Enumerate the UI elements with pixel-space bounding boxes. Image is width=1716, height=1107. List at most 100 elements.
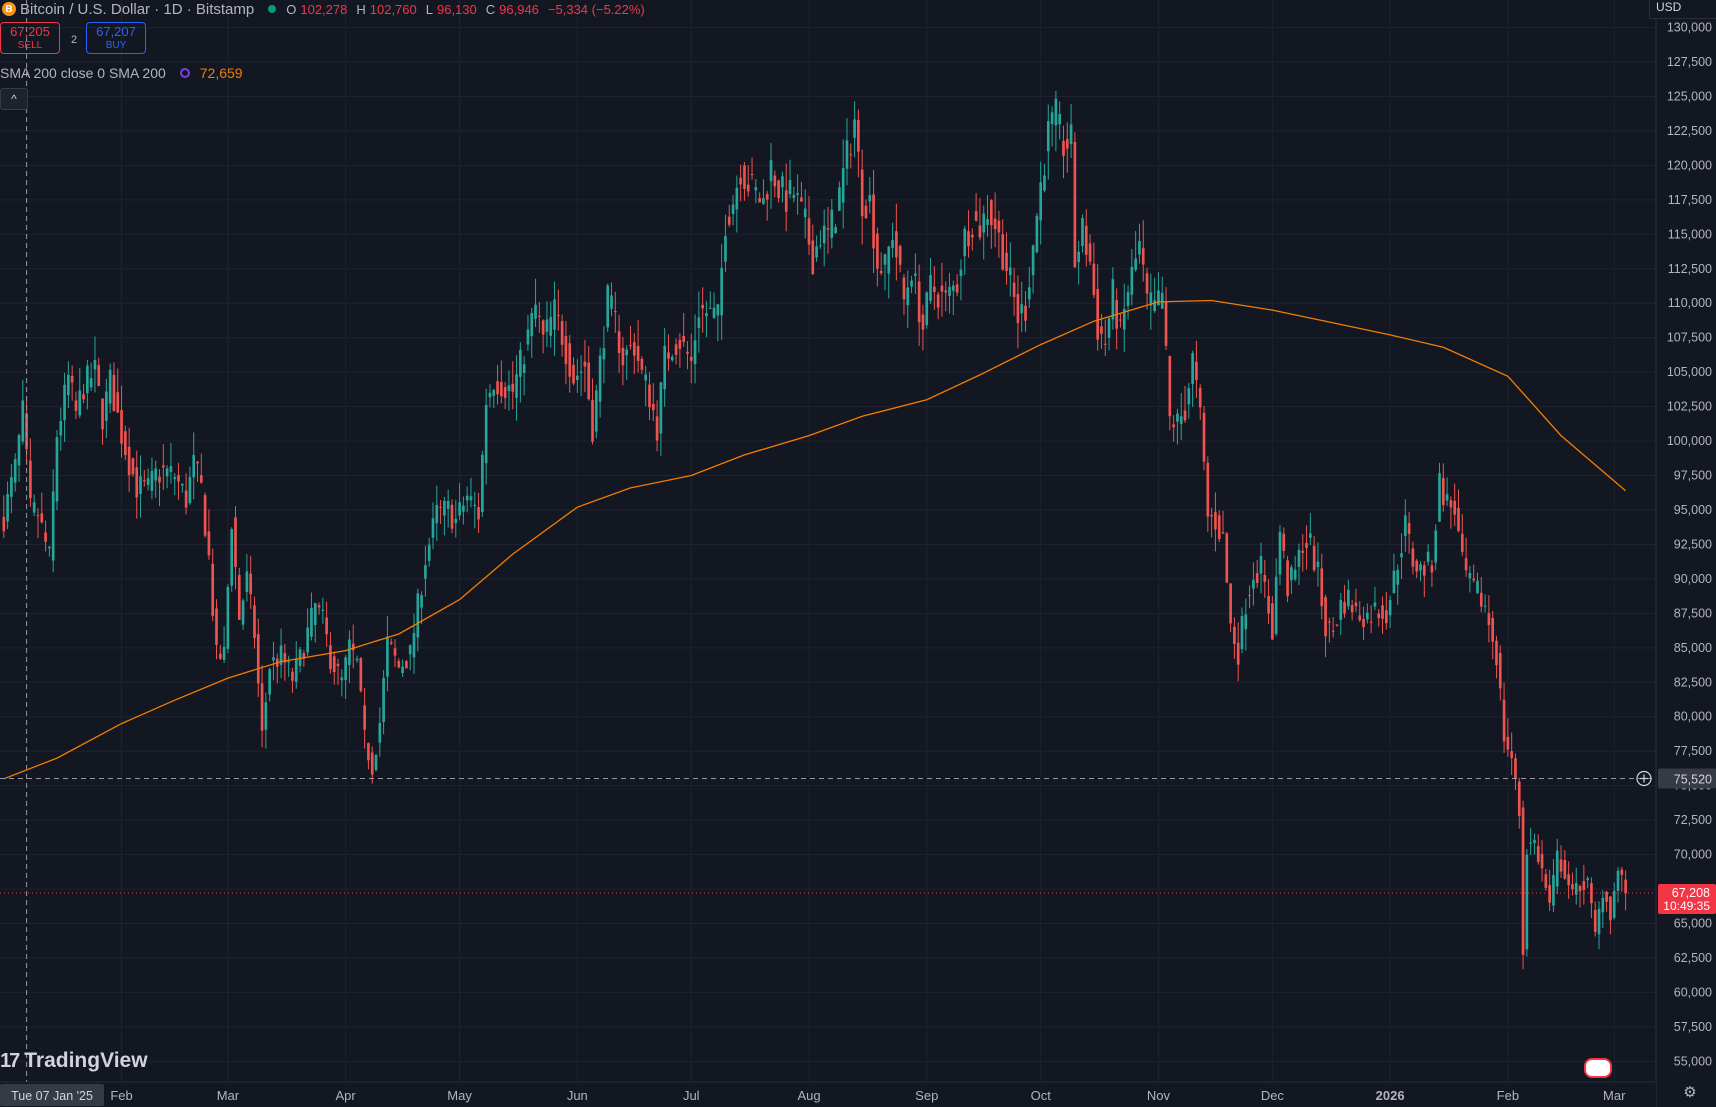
- candle-body: [496, 381, 499, 395]
- candle-body: [526, 329, 530, 345]
- candle-body: [1058, 113, 1062, 125]
- candle-body: [853, 119, 856, 138]
- candles-group: [2, 90, 1627, 970]
- candle-body: [1301, 550, 1305, 553]
- candle-body: [1517, 781, 1521, 816]
- candle-body: [959, 269, 963, 277]
- candle-body: [1369, 621, 1373, 623]
- candle-body: [1571, 884, 1574, 890]
- sma-indicator-legend[interactable]: SMA 200 close 0 SMA 200 72,659: [0, 65, 243, 81]
- y-tick-label: 80,000: [1674, 710, 1712, 724]
- y-tick-label: 70,000: [1674, 848, 1712, 862]
- candle-body: [443, 500, 446, 516]
- candle-body: [754, 187, 758, 191]
- candle-body: [1434, 530, 1438, 563]
- candle-body: [1487, 613, 1491, 626]
- x-tick-label: Mar: [217, 1088, 240, 1103]
- y-tick-label: 107,500: [1667, 331, 1712, 345]
- candle-body: [192, 454, 196, 478]
- candle-body: [435, 504, 439, 524]
- candle-body: [321, 609, 325, 611]
- candle-body: [1377, 613, 1381, 619]
- x-tick-label: Dec: [1261, 1088, 1285, 1103]
- candle-body: [1521, 807, 1525, 955]
- candle-body: [712, 307, 716, 318]
- candle-body: [40, 513, 44, 523]
- candle-body: [1460, 533, 1464, 552]
- candle-body: [1141, 248, 1145, 265]
- candle-body: [1054, 98, 1058, 126]
- candle-body: [279, 645, 283, 665]
- candle-body: [993, 218, 997, 230]
- candle-body: [549, 316, 553, 336]
- candle-body: [256, 634, 260, 684]
- candle-body: [898, 245, 902, 265]
- y-tick-label: 130,000: [1667, 21, 1712, 35]
- candle-body: [1350, 605, 1354, 613]
- candle-body: [629, 345, 632, 347]
- candle-body: [986, 219, 989, 226]
- candle-body: [253, 605, 256, 639]
- candle-body: [481, 454, 484, 512]
- candle-body: [25, 413, 28, 450]
- candle-body: [503, 387, 507, 398]
- candle-body: [511, 383, 515, 392]
- candle-body: [1495, 640, 1498, 666]
- candle-body: [158, 476, 161, 483]
- sma-indicator-label[interactable]: SMA 200 close 0 SMA 200: [0, 65, 166, 81]
- candle-body: [370, 752, 374, 775]
- tradingview-logo: 17 TradingView: [0, 1049, 148, 1073]
- x-tick-label: May: [447, 1088, 472, 1103]
- candle-body: [298, 649, 302, 666]
- candle-body: [264, 702, 268, 730]
- settings-icon[interactable]: ⚙: [1683, 1084, 1697, 1101]
- add-alert-icon[interactable]: [1636, 770, 1652, 787]
- candle-body: [36, 515, 40, 517]
- symbol-title[interactable]: Bitcoin / U.S. Dollar · 1D · Bitstamp: [20, 0, 255, 18]
- sma-indicator-value: 72,659: [199, 65, 243, 81]
- candle-body: [184, 490, 188, 508]
- candle-body: [351, 643, 355, 651]
- buy-button[interactable]: 67,207 BUY: [86, 22, 146, 54]
- candle-body: [625, 349, 629, 356]
- y-tick-label: 100,000: [1667, 434, 1712, 448]
- candle-body: [1043, 175, 1046, 191]
- candle-body: [1612, 890, 1616, 918]
- y-tick-label: 92,500: [1674, 537, 1712, 551]
- candle-body: [1426, 551, 1430, 562]
- collapse-legend-button[interactable]: ^: [0, 88, 28, 110]
- y-tick-label: 105,000: [1667, 365, 1712, 379]
- candle-body: [1609, 896, 1612, 921]
- candle-body: [1005, 252, 1008, 272]
- candle-body: [1160, 293, 1164, 309]
- candle-body: [1403, 515, 1407, 537]
- candle-body: [819, 245, 822, 247]
- sell-button[interactable]: 67,205 SELL: [0, 22, 60, 54]
- candle-body: [1297, 549, 1301, 568]
- candle-body: [1217, 515, 1221, 540]
- candle-body: [572, 364, 575, 384]
- candle-body: [1305, 542, 1308, 548]
- candle-body: [1282, 533, 1286, 551]
- symbol-legend[interactable]: B Bitcoin / U.S. Dollar · 1D · Bitstamp …: [0, 0, 650, 18]
- candle-body: [921, 314, 925, 330]
- candle-body: [1491, 618, 1495, 642]
- candle-body: [701, 304, 704, 309]
- candle-body: [1502, 699, 1506, 742]
- candle-body: [902, 277, 906, 300]
- currency-selector[interactable]: USD: [1649, 0, 1716, 19]
- candle-body: [135, 467, 139, 498]
- candle-body: [1016, 294, 1020, 323]
- candle-body: [613, 311, 617, 313]
- candle-body: [876, 233, 879, 269]
- candle-body: [1316, 561, 1320, 568]
- candle-body: [1214, 511, 1217, 530]
- candle-body: [306, 627, 309, 653]
- candle-body: [982, 213, 986, 233]
- candle-body: [1069, 124, 1073, 145]
- us-flag-icon[interactable]: [1584, 1058, 1612, 1078]
- candle-body: [1552, 874, 1555, 906]
- candle-body: [116, 392, 120, 413]
- x-tick-label: Aug: [797, 1088, 820, 1103]
